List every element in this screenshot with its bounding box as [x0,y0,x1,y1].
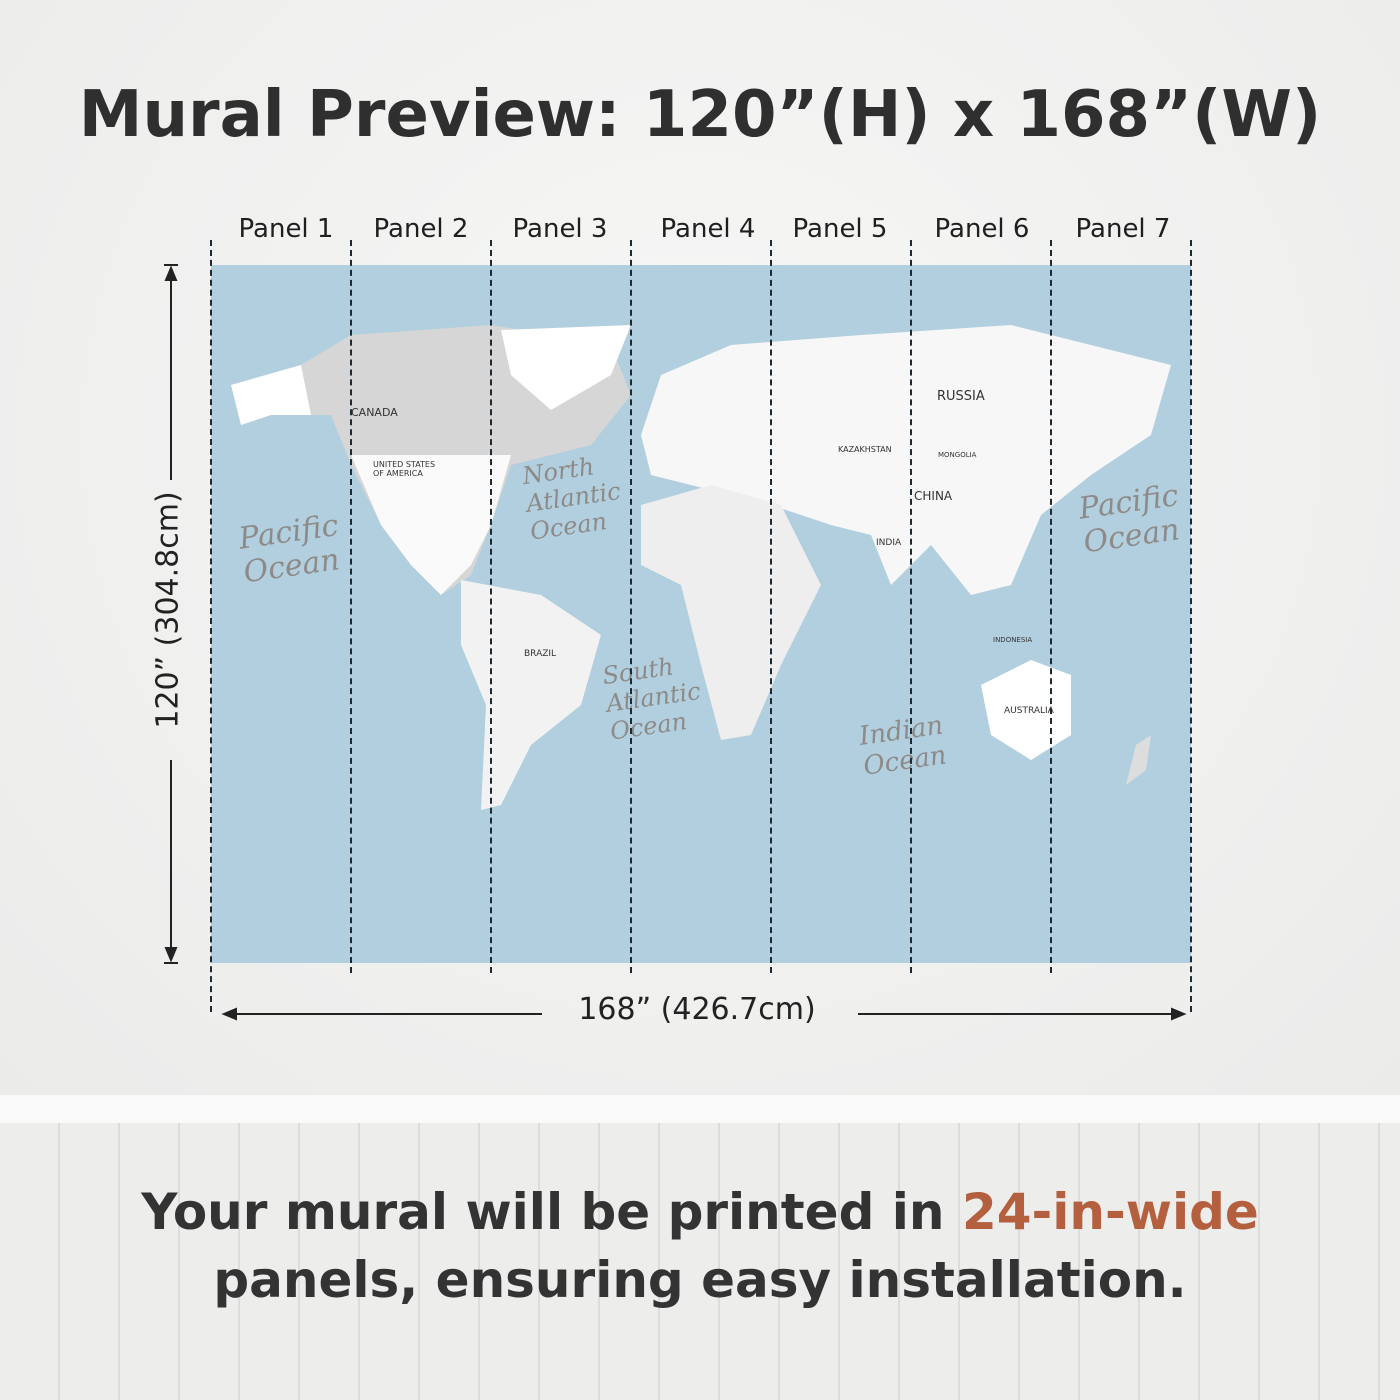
page-title: Mural Preview: 120”(H) x 168”(W) [78,78,1322,152]
footer-caption: Your mural will be printed in 24-in-wide… [0,1178,1400,1314]
label-kazakhstan: KAZAKHSTAN [838,445,892,454]
eurasia [641,325,1171,595]
footer-highlight: 24-in-wide [961,1183,1259,1241]
label-australia: AUSTRALIA [1004,706,1054,716]
width-arrow [221,1007,1187,1021]
label-mongolia: MONGOLIA [938,451,977,459]
panel-label-1: Panel 1 [238,214,334,244]
panel-label-6: Panel 6 [934,214,1030,244]
panel-label-5: Panel 5 [792,214,888,244]
panel-divider [1050,240,1052,973]
label-usa: UNITED STATES OF AMERICA [373,460,436,478]
label-indonesia: INDONESIA [993,636,1033,644]
panel-label-4: Panel 4 [660,214,756,244]
width-dimension-label: 168” (426.7cm) [578,992,816,1027]
label-brazil: BRAZIL [524,649,557,659]
panel-label-2: Panel 2 [373,214,469,244]
panel-label-3: Panel 3 [512,214,608,244]
usa [351,455,511,595]
panel-divider [490,240,492,973]
panel-label-7: Panel 7 [1075,214,1171,244]
greenland [501,325,631,410]
panel-divider [770,240,772,973]
continents [231,325,1171,810]
height-arrow [164,264,178,964]
south-america [461,580,601,810]
dimension-arrows [164,264,1187,1021]
panel-divider [910,240,912,973]
panel-divider [210,240,212,1012]
panel-divider [630,240,632,973]
africa [641,485,821,740]
panel-divider [1190,240,1192,1012]
footer-text-1: Your mural will be printed in [141,1183,962,1241]
footer-text-2: panels, ensuring easy installation. [213,1251,1187,1309]
alaska [231,365,311,425]
label-india: INDIA [876,538,902,548]
label-china: CHINA [914,489,953,503]
label-canada: CANADA [351,406,398,419]
label-russia: RUSSIA [937,389,985,404]
panel-divider [350,240,352,973]
new-zealand [1126,735,1151,785]
wood-floor [0,1123,1400,1400]
world-map: CANADA UNITED STATES OF AMERICA RUSSIA C… [211,265,1191,963]
height-dimension-label: 120” (304.8cm) [150,491,186,729]
australia [981,660,1071,760]
